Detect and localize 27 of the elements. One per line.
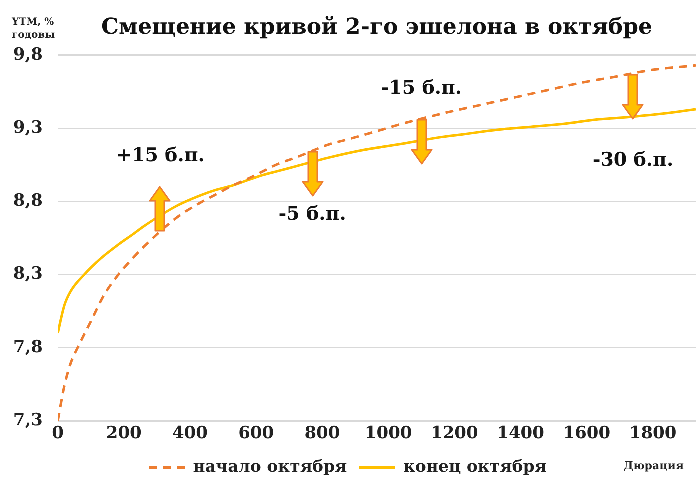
annotation: -15 б.п. <box>381 77 462 100</box>
x-tick-label: 0 <box>52 424 64 444</box>
annotation: -5 б.п. <box>278 203 346 226</box>
y-axis-title: YTM, % годовы <box>12 16 56 42</box>
chart-title: Смещение кривой 2-го эшелона в октябре <box>102 14 652 40</box>
x-tick-label: 800 <box>304 424 340 444</box>
x-tick-label: 1400 <box>497 424 545 444</box>
y-tick-label: 9,3 <box>13 118 43 138</box>
line-series <box>58 64 696 422</box>
x-axis-title: Дюрация <box>624 459 684 472</box>
x-tick-label: 1200 <box>431 424 479 444</box>
x-tick-label: 600 <box>238 424 274 444</box>
legend-label: конец октября <box>403 457 547 476</box>
x-tick-label: 1000 <box>364 424 412 444</box>
x-tick-label: 200 <box>106 424 142 444</box>
y-tick-label: 8,8 <box>13 191 43 212</box>
y-tick-label: 8,3 <box>13 264 43 284</box>
y-tick-label: 9,8 <box>13 44 43 65</box>
y-tick-label: 7,3 <box>13 410 43 431</box>
annotation: +15 б.п. <box>116 144 205 166</box>
line-series <box>58 108 696 335</box>
legend-label: начало октября <box>193 457 348 476</box>
x-tick-label: 400 <box>172 424 208 444</box>
x-tick-label: 1800 <box>629 424 677 444</box>
x-tick-label: 1600 <box>563 424 611 444</box>
y-tick-label: 7,8 <box>13 337 43 358</box>
annotation: -30 б.п. <box>592 148 674 171</box>
